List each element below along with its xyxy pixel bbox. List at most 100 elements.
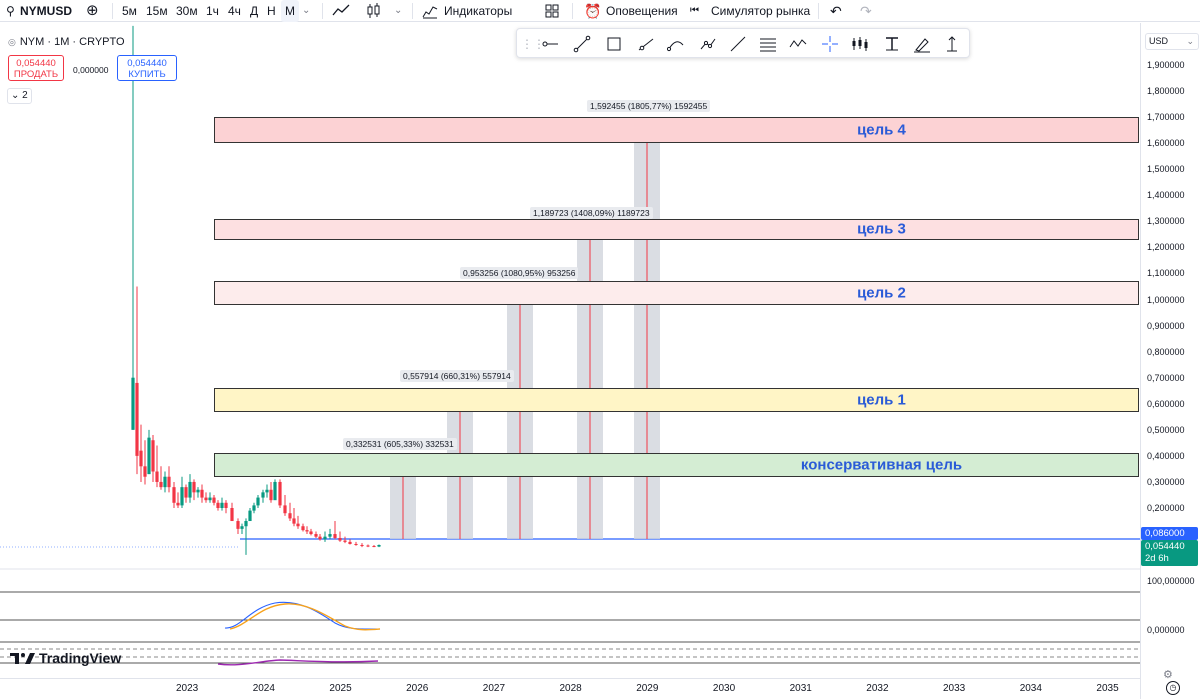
price-axis[interactable]: USD ⌄ 1,900000 1,800000 1,700000 1,600000 1,… [1140,23,1200,699]
candle-body [180,487,184,506]
candle-body [283,505,287,514]
time-axis-label: 2030 [712,683,736,694]
fib-retracement-icon[interactable] [759,35,777,53]
pattern-icon[interactable] [789,35,807,53]
text-tool-icon[interactable] [883,35,901,53]
target-zone[interactable]: цель 1 [214,388,1139,412]
timeframe-4h[interactable]: 4ч [228,4,241,18]
timeframe-month[interactable]: М [281,0,299,22]
candle-body [261,492,265,498]
candle-body [151,440,155,472]
undo-icon[interactable]: ↶ [830,3,842,19]
buy-button[interactable]: 0,054440 КУПИТЬ [117,55,177,81]
timeframe-dropdown-icon[interactable]: ⌄ [302,5,311,16]
candle-body [230,508,234,522]
chart-canvas [0,25,1140,666]
alert-clock-icon[interactable]: ⏰ [584,3,602,19]
extended-line-icon[interactable] [729,35,747,53]
alerts-button[interactable]: Оповещения [606,4,678,18]
sell-button[interactable]: 0,054440 ПРОДАТЬ [8,55,64,81]
candle-body [208,497,212,501]
timezone-clock-icon[interactable]: ◷ [1166,681,1180,695]
chevron-down-icon: ⌄ [1186,36,1194,46]
candle-body [216,502,220,508]
candle-body [269,489,273,501]
indicators-button[interactable]: Индикаторы [444,4,513,18]
timeframe-5m[interactable]: 5м [122,4,137,18]
search-icon[interactable]: ⚲ [6,4,15,18]
level-price-tag: 0,086000 [1141,527,1198,540]
chart-type-dropdown-icon[interactable]: ⌄ [394,5,403,16]
spread-value: 0,000000 [73,65,109,75]
chart-pane[interactable] [0,23,1140,678]
top-toolbar: ⚲ NYMUSD ⊕ 5м 15м 30м 1ч 4ч Д Н М ⌄ ⌄ Ин… [0,0,1200,22]
timeframe-week[interactable]: Н [267,4,276,18]
target-zone[interactable]: цель 3 [214,218,1139,240]
time-axis-label: 2024 [252,683,275,694]
timeframe-30m[interactable]: 30м [176,4,198,18]
target-zone[interactable]: цель 4 [214,117,1139,144]
tradingview-logo[interactable]: TradingView [10,650,121,666]
candle-body [323,536,327,540]
legend-title: NYM · 1M · CRYPTO [19,36,125,48]
candle-body [343,540,347,542]
candle-body [292,518,296,524]
candle-body [301,526,305,531]
candle-body [196,489,200,493]
bars-pattern-icon[interactable] [851,35,869,53]
path-icon[interactable] [699,35,717,53]
timeframe-1h[interactable]: 1ч [206,4,219,18]
time-axis-label: 2026 [406,683,429,694]
settings-gear-icon[interactable]: ⚙ [1163,669,1173,681]
price-range-icon[interactable] [943,35,961,53]
tradingview-wordmark: TradingView [39,650,122,666]
candle-body [305,530,309,532]
candle-body [155,471,159,482]
brush-icon[interactable] [913,35,931,53]
candle-body [135,382,139,456]
replay-icon[interactable]: ⏮ [690,5,699,16]
layouts-grid-icon[interactable] [545,0,559,22]
currency-selector[interactable]: USD ⌄ [1145,33,1199,50]
price-axis-tick: 0,900000 [1147,320,1185,331]
candle-body [147,437,151,475]
last-price: 0,054440 [1145,541,1185,552]
candle-body [204,497,208,501]
drag-handle-icon[interactable]: ⋮⋮ [521,37,545,51]
indicators-icon[interactable] [422,0,438,22]
candle-body [248,510,252,522]
arc-icon[interactable] [667,35,685,53]
chart-type-line-icon[interactable] [332,0,350,22]
rectangle-icon[interactable] [605,35,623,53]
projection-label: 0,953256 (1080,95%) 953256 [460,267,579,280]
trend-line-icon[interactable] [573,35,591,53]
redo-icon[interactable]: ↷ [860,3,872,19]
add-symbol-icon[interactable]: ⊕ [86,2,99,19]
sell-label: ПРОДАТЬ [13,69,59,80]
candle-body [143,466,147,477]
time-axis[interactable]: 2023 2024 2025 2026 2027 2028 2029 2030 2031 2032… [0,678,1140,699]
horizontal-ray-icon[interactable] [541,35,559,53]
time-axis-label: 2023 [176,683,199,694]
candle-body [278,481,282,506]
crosshair-icon[interactable] [821,35,839,53]
price-axis-tick: 1,700000 [1147,112,1185,123]
time-axis-label: 2031 [789,683,812,694]
candle-body [240,526,244,529]
symbol-name[interactable]: NYMUSD [20,4,73,18]
candle-body [256,497,260,506]
candles-group [131,25,381,555]
ray-icon[interactable] [637,35,655,53]
candle-body [318,536,322,540]
target-zone[interactable]: консервативная цель [214,453,1139,477]
collapse-indicators-button[interactable]: ⌄ 2 [7,88,32,104]
last-price-tag: 0,054440 2d 6h [1141,540,1198,566]
market-simulator-button[interactable]: Симулятор рынка [711,4,811,18]
timeframe-day[interactable]: Д [250,4,259,18]
target-zone[interactable]: цель 2 [214,281,1139,305]
projection-label: 1,189723 (1408,09%) 1189723 [530,207,653,220]
chart-type-candles-icon[interactable] [366,0,382,22]
timeframe-15m[interactable]: 15м [146,4,168,18]
candle-body [296,523,300,527]
candle-body [212,497,216,503]
